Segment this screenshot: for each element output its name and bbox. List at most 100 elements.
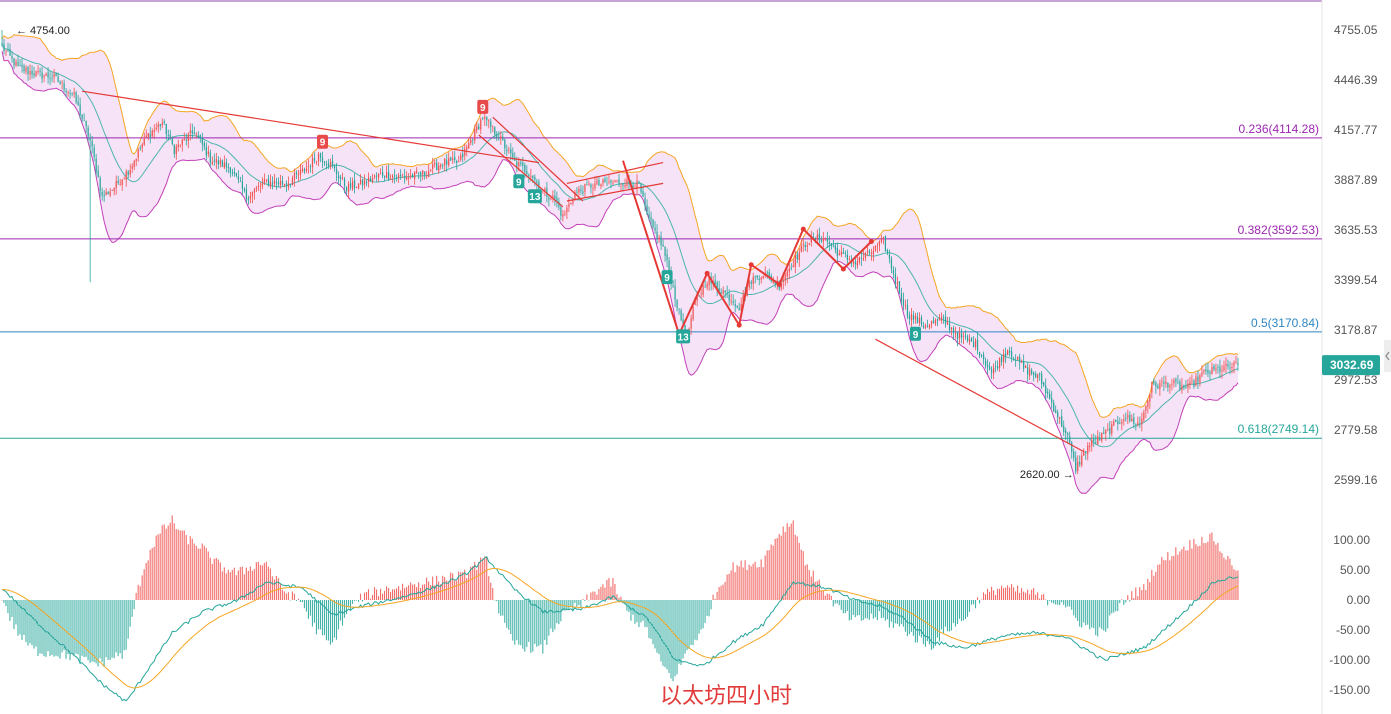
candle — [918, 312, 921, 326]
candle — [832, 239, 834, 248]
macd-histogram-bar — [948, 600, 951, 632]
candle — [476, 121, 478, 134]
macd-histogram-bar — [772, 545, 774, 600]
macd-histogram-bar — [798, 542, 800, 600]
candle — [822, 231, 824, 248]
macd-histogram-bar — [1077, 600, 1079, 621]
macd-histogram-bar — [958, 600, 961, 619]
macd-histogram-bar — [486, 556, 488, 600]
macd-histogram-bar — [392, 589, 394, 600]
macd-histogram-bar — [371, 594, 374, 600]
candle — [99, 175, 101, 198]
candle — [702, 282, 704, 298]
macd-histogram-bar — [275, 576, 277, 600]
svg-text:9: 9 — [516, 177, 522, 188]
candle — [612, 179, 614, 186]
candle — [404, 169, 406, 184]
candle — [556, 191, 558, 208]
candle — [355, 186, 358, 189]
macd-histogram-bar — [329, 600, 332, 645]
macd-histogram-bar — [61, 600, 63, 653]
macd-histogram-bar — [778, 533, 780, 600]
candle — [976, 332, 979, 355]
macd-histogram-bar — [506, 600, 508, 628]
macd-histogram-bar — [117, 600, 119, 657]
candle — [293, 168, 296, 187]
macd-tick-label: 0.00 — [1347, 593, 1371, 607]
macd-histogram-bar — [359, 593, 362, 600]
candle — [812, 232, 814, 239]
candle — [347, 181, 350, 199]
macd-histogram-bar — [1169, 560, 1171, 600]
candle — [428, 164, 430, 178]
macd-histogram-bar — [580, 600, 582, 608]
macd-histogram-bar — [1143, 584, 1145, 600]
candle — [311, 154, 314, 174]
macd-histogram-bar — [548, 600, 550, 636]
candle — [97, 165, 99, 178]
macd-histogram-bar — [794, 534, 796, 600]
macd-histogram-bar — [768, 550, 770, 600]
svg-text:13: 13 — [678, 332, 690, 343]
macd-histogram-bar — [39, 600, 41, 654]
candle — [1143, 409, 1145, 422]
candle — [830, 242, 832, 250]
macd-histogram-bar — [496, 600, 498, 602]
macd-histogram-bar — [301, 600, 303, 603]
macd-histogram-bar — [960, 600, 963, 622]
macd-histogram-bar — [596, 594, 598, 600]
macd-histogram-bar — [1199, 545, 1201, 600]
candle — [546, 181, 548, 203]
candle — [61, 80, 63, 90]
last-price-label: 3032.69 — [1330, 358, 1374, 372]
candle — [157, 121, 159, 133]
candle — [398, 172, 400, 183]
candle — [914, 312, 917, 324]
candle — [1087, 442, 1089, 461]
svg-text:9: 9 — [664, 273, 670, 284]
candle — [327, 159, 330, 169]
candle — [51, 72, 53, 83]
candle — [1035, 371, 1037, 379]
macd-histogram-bar — [1111, 600, 1113, 614]
macd-histogram-bar — [1041, 594, 1043, 600]
candle — [972, 336, 975, 348]
macd-histogram-bar — [375, 589, 378, 600]
candle — [470, 136, 472, 146]
macd-histogram-bar — [560, 600, 562, 622]
candle — [1203, 369, 1205, 375]
candle — [1093, 433, 1095, 448]
macd-histogram-bar — [1081, 600, 1083, 628]
candle — [1075, 451, 1077, 475]
macd-histogram-bar — [1229, 558, 1231, 600]
macd-histogram-bar — [1235, 570, 1237, 600]
macd-histogram-bar — [998, 588, 1001, 600]
candle — [984, 357, 987, 369]
candle — [1065, 427, 1067, 440]
candle — [1053, 399, 1055, 413]
macd-histogram-bar — [279, 584, 281, 600]
macd-histogram-bar — [504, 600, 506, 623]
candle — [201, 132, 203, 152]
candle — [1161, 377, 1163, 387]
candle — [163, 119, 165, 126]
candle — [205, 142, 207, 160]
macd-histogram-bar — [1177, 554, 1179, 600]
candle — [614, 179, 616, 183]
macd-histogram-bar — [1051, 600, 1053, 603]
candle — [740, 297, 742, 312]
candle — [444, 157, 446, 172]
axis-handle-icon[interactable] — [1384, 340, 1391, 372]
macd-histogram-bar — [163, 524, 165, 600]
candle — [1177, 374, 1179, 385]
macd-histogram-bar — [303, 600, 305, 609]
candle — [896, 276, 899, 291]
macd-histogram-bar — [353, 600, 356, 601]
svg-text:9: 9 — [320, 138, 326, 149]
candle — [49, 71, 51, 86]
candle — [215, 152, 217, 170]
candle — [420, 171, 422, 182]
macd-histogram-bar — [658, 600, 660, 655]
macd-histogram-bar — [355, 600, 358, 601]
